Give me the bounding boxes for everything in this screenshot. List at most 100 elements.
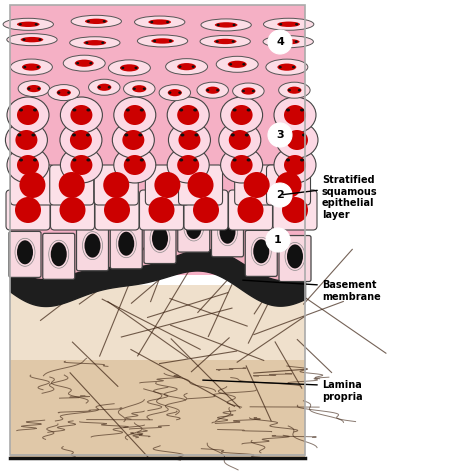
Ellipse shape: [288, 89, 291, 91]
Ellipse shape: [286, 130, 308, 150]
Ellipse shape: [23, 39, 26, 41]
Ellipse shape: [206, 89, 209, 91]
Ellipse shape: [233, 83, 264, 99]
Ellipse shape: [86, 109, 91, 111]
Ellipse shape: [197, 82, 228, 98]
Ellipse shape: [104, 197, 130, 223]
Ellipse shape: [16, 130, 37, 150]
Ellipse shape: [112, 122, 155, 158]
Ellipse shape: [137, 35, 188, 47]
Ellipse shape: [179, 65, 182, 68]
Ellipse shape: [59, 172, 85, 198]
Ellipse shape: [298, 89, 301, 91]
Ellipse shape: [220, 147, 263, 183]
Circle shape: [268, 123, 292, 147]
FancyBboxPatch shape: [146, 165, 190, 205]
Ellipse shape: [228, 61, 246, 68]
Ellipse shape: [282, 197, 308, 223]
Ellipse shape: [177, 105, 199, 125]
Ellipse shape: [286, 109, 290, 111]
Ellipse shape: [263, 36, 313, 48]
Ellipse shape: [152, 227, 168, 250]
Ellipse shape: [216, 89, 219, 91]
Ellipse shape: [277, 63, 296, 71]
Ellipse shape: [219, 220, 236, 244]
Ellipse shape: [135, 67, 137, 69]
Ellipse shape: [300, 109, 304, 111]
Ellipse shape: [21, 37, 43, 42]
Ellipse shape: [121, 67, 124, 69]
Ellipse shape: [143, 88, 146, 90]
Ellipse shape: [151, 38, 174, 44]
Ellipse shape: [287, 87, 301, 94]
Ellipse shape: [19, 172, 46, 198]
Ellipse shape: [38, 39, 41, 41]
Ellipse shape: [284, 155, 306, 175]
Ellipse shape: [35, 23, 38, 26]
Bar: [10, 5, 305, 275]
Ellipse shape: [279, 66, 282, 69]
Ellipse shape: [133, 88, 136, 90]
Ellipse shape: [233, 109, 237, 111]
Ellipse shape: [19, 23, 22, 26]
FancyBboxPatch shape: [110, 223, 142, 269]
FancyBboxPatch shape: [10, 165, 55, 205]
FancyBboxPatch shape: [228, 190, 273, 230]
Ellipse shape: [10, 59, 53, 75]
Ellipse shape: [230, 155, 253, 175]
Ellipse shape: [71, 105, 92, 125]
Ellipse shape: [279, 23, 282, 26]
Ellipse shape: [118, 232, 134, 256]
Ellipse shape: [230, 105, 253, 125]
Ellipse shape: [237, 197, 264, 223]
Ellipse shape: [60, 122, 102, 158]
Ellipse shape: [216, 40, 219, 43]
Ellipse shape: [245, 133, 249, 137]
Ellipse shape: [17, 21, 40, 27]
Ellipse shape: [166, 21, 169, 23]
Ellipse shape: [233, 24, 236, 26]
Bar: [10, 285, 305, 460]
Text: 3: 3: [276, 130, 284, 140]
Ellipse shape: [150, 21, 153, 23]
Ellipse shape: [103, 172, 129, 198]
Ellipse shape: [168, 122, 210, 158]
Ellipse shape: [200, 35, 250, 48]
Ellipse shape: [253, 239, 269, 263]
Ellipse shape: [178, 91, 181, 94]
Ellipse shape: [206, 87, 220, 94]
Ellipse shape: [18, 133, 21, 137]
Text: Basement
membrane: Basement membrane: [322, 280, 381, 302]
Text: Stratified
squamous
epithelial
layer: Stratified squamous epithelial layer: [322, 175, 378, 220]
Ellipse shape: [246, 159, 251, 161]
Ellipse shape: [177, 155, 199, 175]
Ellipse shape: [108, 86, 111, 89]
FancyBboxPatch shape: [178, 206, 210, 252]
Ellipse shape: [179, 109, 183, 111]
Ellipse shape: [51, 242, 67, 266]
Ellipse shape: [122, 130, 145, 150]
Ellipse shape: [277, 39, 300, 44]
Ellipse shape: [7, 97, 49, 133]
Ellipse shape: [286, 159, 290, 161]
FancyBboxPatch shape: [273, 190, 317, 230]
Ellipse shape: [63, 55, 105, 71]
Ellipse shape: [17, 105, 39, 125]
Ellipse shape: [5, 122, 47, 158]
Ellipse shape: [57, 91, 60, 94]
Ellipse shape: [231, 133, 235, 137]
Ellipse shape: [72, 133, 76, 137]
Ellipse shape: [3, 18, 54, 30]
FancyBboxPatch shape: [95, 190, 139, 230]
Ellipse shape: [85, 19, 108, 24]
Ellipse shape: [114, 97, 156, 133]
Ellipse shape: [246, 109, 251, 111]
Ellipse shape: [84, 234, 100, 258]
Ellipse shape: [17, 155, 39, 175]
Ellipse shape: [188, 172, 213, 198]
Ellipse shape: [101, 41, 104, 44]
Ellipse shape: [214, 39, 237, 44]
Ellipse shape: [85, 41, 89, 44]
Text: 1: 1: [274, 235, 282, 245]
Bar: [10, 5, 305, 465]
